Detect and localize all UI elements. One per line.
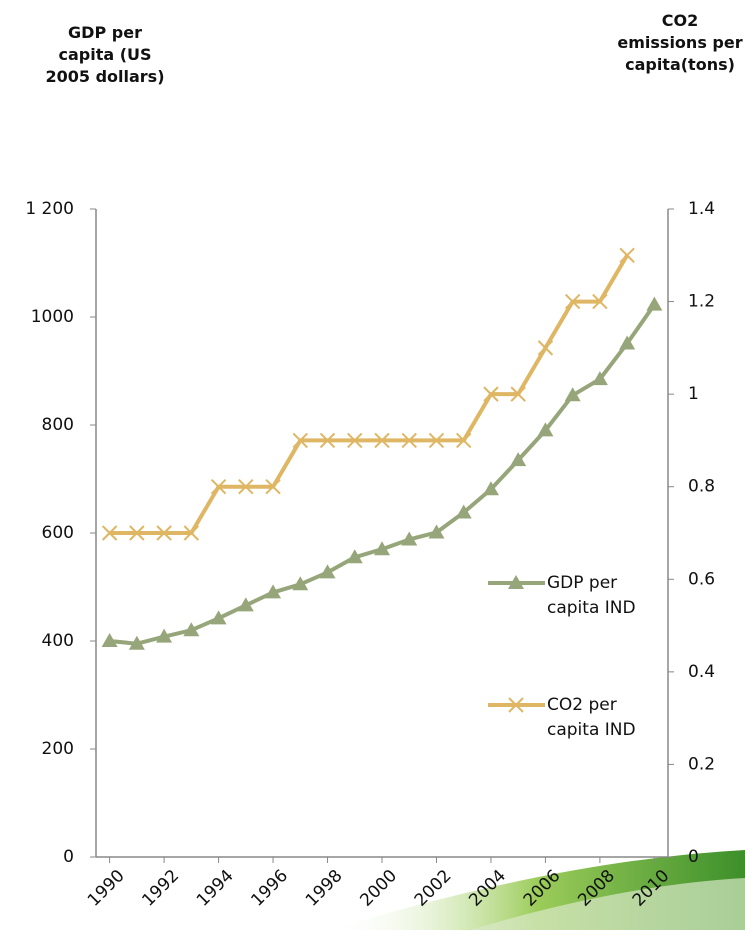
y2-tick-label: 0.8 [688, 477, 715, 497]
marker-triangle [565, 387, 581, 401]
marker-triangle [646, 297, 662, 311]
y2-tick-label: 0 [688, 847, 699, 867]
y2-tick-label: 1.4 [688, 199, 715, 219]
y-tick-label: 1 200 [25, 199, 74, 219]
y-tick-label: 800 [42, 415, 74, 435]
page: 0 200 400 600 800 1000 1 200 0 0.2 0.4 0.6 0.8 1 1.2 1… [0, 0, 745, 930]
marker-x [620, 248, 634, 262]
x-tick-label: 1992 [138, 866, 183, 911]
x-tick-label: 1998 [302, 866, 347, 911]
x-tick-label: 1990 [84, 866, 129, 911]
y2-tick-label: 1.2 [688, 292, 715, 312]
y2-axis-title: CO2 emissions per capita(tons) [615, 10, 745, 76]
legend-label: CO2 per capita IND [547, 693, 647, 743]
x-tick-label: 1994 [193, 866, 238, 911]
y-axis-title: GDP per capita (US 2005 dollars) [40, 22, 170, 88]
chart: 0 200 400 600 800 1000 1 200 0 0.2 0.4 0.6 0.8 1 1.2 1… [0, 0, 745, 930]
y-tick-label: 0 [63, 847, 74, 867]
y2-tick-label: 0.2 [688, 754, 715, 774]
marker-x [538, 341, 552, 355]
x-tick-label: 1996 [247, 866, 292, 911]
series-line [110, 255, 628, 533]
x-tick-label: 2000 [356, 866, 401, 911]
y2-tick-label: 1 [688, 384, 699, 404]
y-tick-label: 200 [42, 739, 74, 759]
y-tick-label: 1000 [31, 307, 74, 327]
y-tick-label: 400 [42, 631, 74, 651]
y-tick-label: 600 [42, 523, 74, 543]
legend-label: GDP per capita IND [547, 571, 647, 621]
y2-tick-label: 0.4 [688, 662, 715, 682]
y2-tick-label: 0.6 [688, 569, 715, 589]
